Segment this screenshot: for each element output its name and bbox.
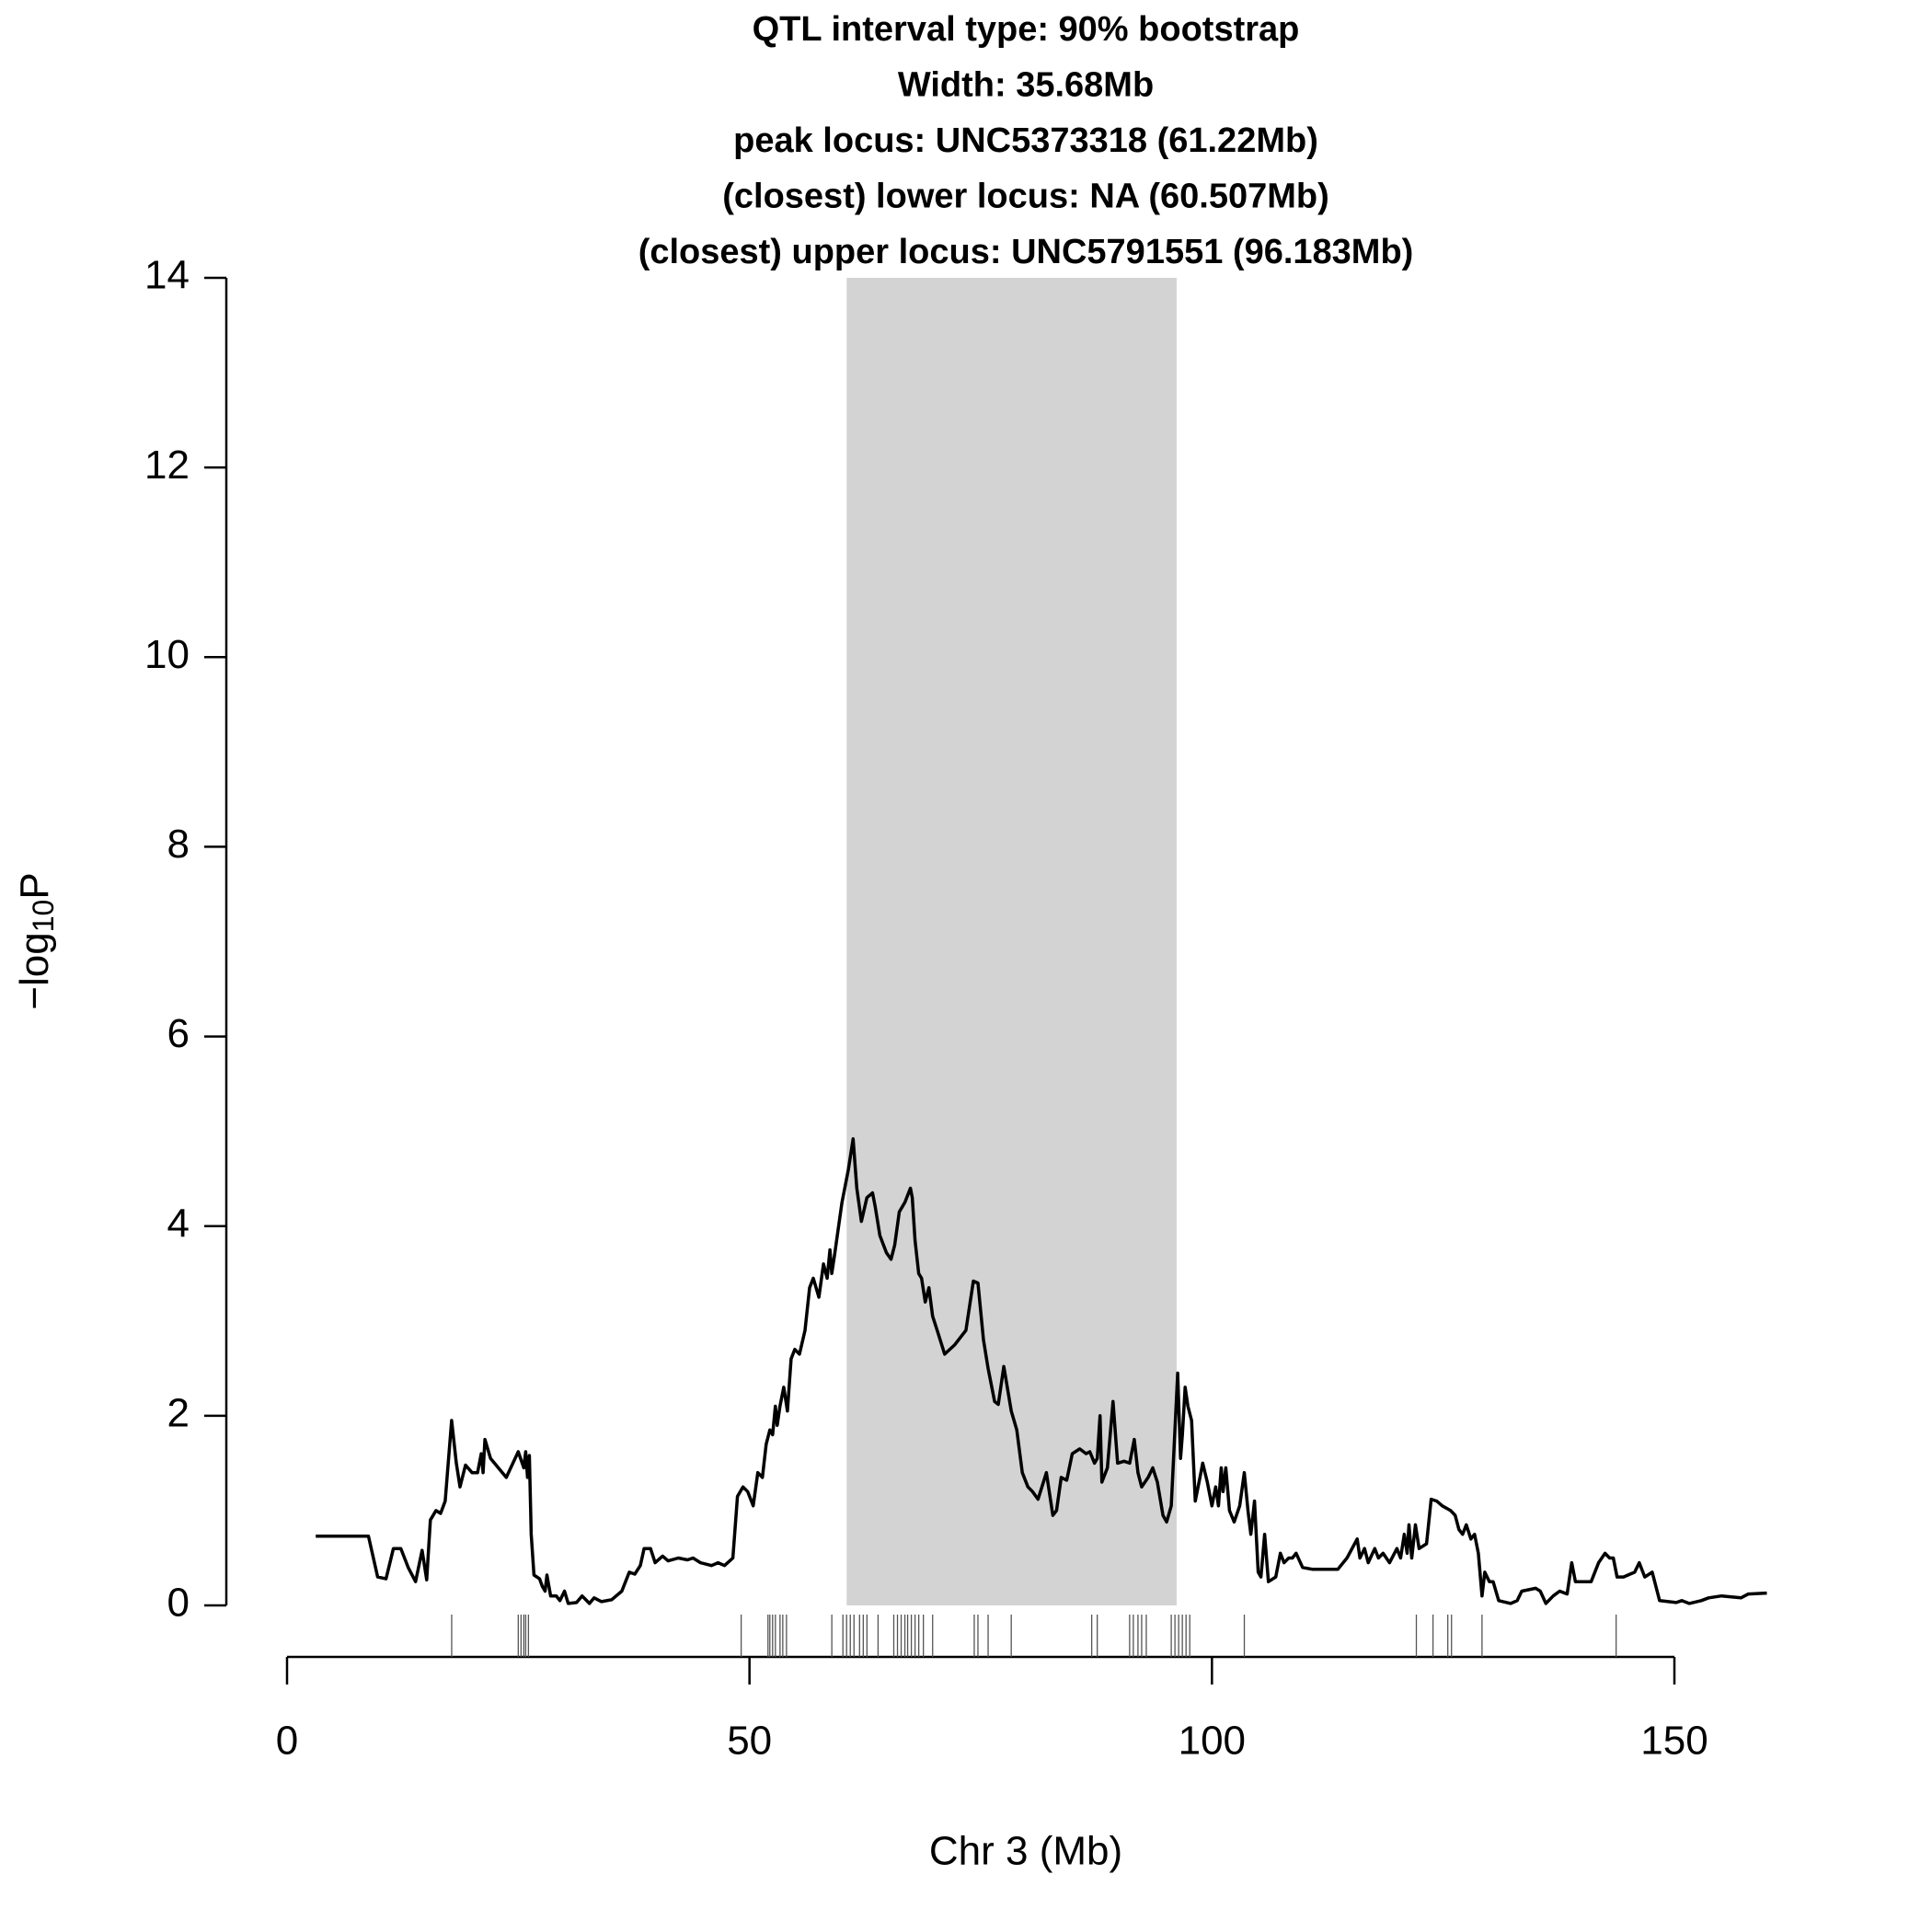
y-tick-label: 10 [144,632,190,677]
y-tick-label: 6 [167,1011,190,1056]
x-tick-label: 0 [276,1719,298,1764]
y-tick-label: 4 [167,1201,190,1246]
y-tick-label: 8 [167,822,190,867]
y-label-part: P [12,872,57,899]
title-line: Width: 35.68Mb [898,66,1154,105]
y-tick-label: 0 [167,1581,190,1626]
y-tick-label: 2 [167,1390,190,1435]
x-tick-label: 100 [1179,1719,1246,1764]
title-line: peak locus: UNC5373318 (61.22Mb) [733,121,1318,160]
x-axis-label: Chr 3 (Mb) [929,1829,1122,1874]
x-tick-label: 50 [727,1719,772,1764]
y-tick-label: 14 [144,253,190,298]
x-tick-label: 150 [1640,1719,1708,1764]
y-label-part: −log [12,932,57,1009]
interval [846,278,1177,1605]
lod-curve [316,1137,1767,1605]
y-label-subscript: 10 [27,900,60,933]
y-axis-label: −log10P [12,872,61,1009]
title-line: (closest) lower locus: NA (60.507Mb) [722,178,1329,216]
title-line: QTL interval type: 90% bootstrap [753,10,1300,49]
y-tick-label: 12 [144,443,190,488]
title-line: (closest) upper locus: UNC5791551 (96.18… [638,233,1414,271]
